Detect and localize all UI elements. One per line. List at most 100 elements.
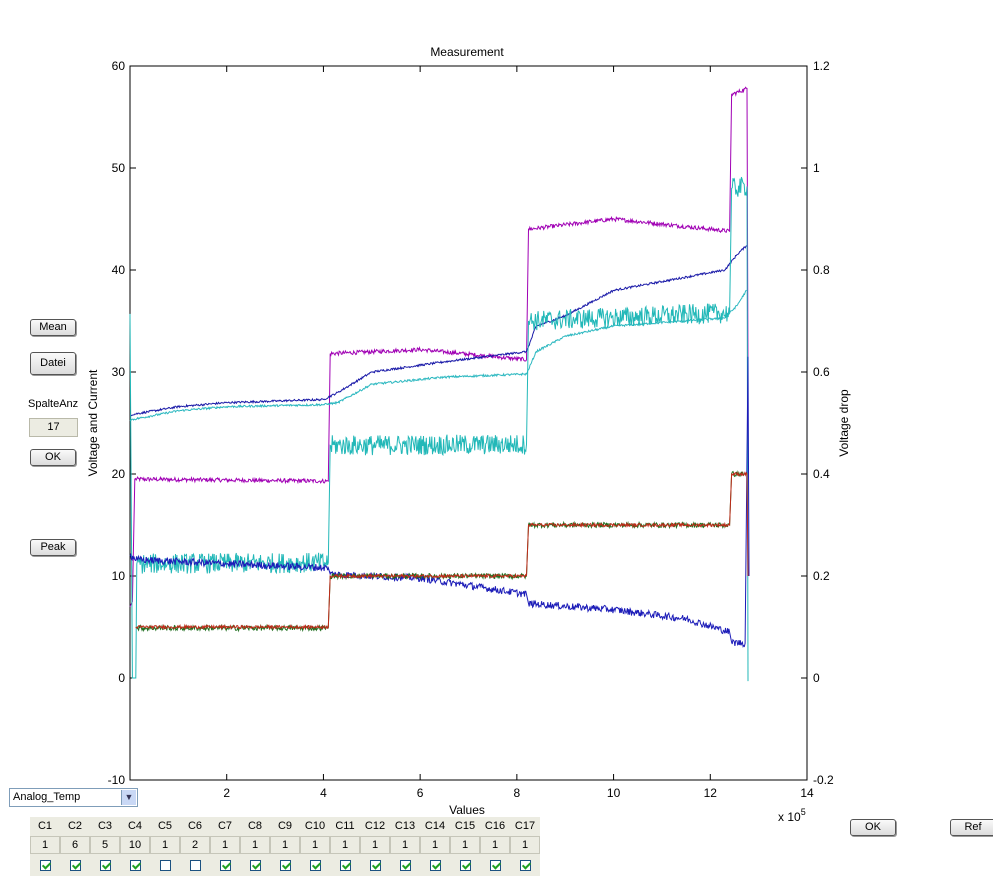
column-header: C14: [424, 820, 446, 832]
column-checkbox-cell: [270, 855, 300, 876]
column-checkbox[interactable]: [279, 860, 291, 871]
column-header: C3: [97, 820, 113, 832]
y-left-tick-label: 0: [118, 671, 125, 685]
column-checkbox-cell: [420, 855, 450, 876]
x-tick-label: 10: [607, 786, 621, 800]
column-checkbox[interactable]: [159, 860, 171, 871]
y-right-tick-label: 0.8: [813, 263, 830, 277]
column-checkbox-cell: [210, 855, 240, 876]
column-header: C11: [335, 820, 355, 832]
y-right-tick-label: 0.6: [813, 365, 830, 379]
column-header: C16: [484, 820, 506, 832]
x-exponent-base: x 10: [778, 810, 801, 824]
column-checkbox[interactable]: [69, 860, 81, 871]
series-line-1: [129, 86, 749, 607]
column-checkbox-cell: [450, 855, 480, 876]
y-left-tick-label: 40: [112, 263, 126, 277]
x-tick-label: 12: [704, 786, 718, 800]
column-value-input[interactable]: 6: [60, 836, 90, 854]
column-checkbox-cell: [300, 855, 330, 876]
column-value-input[interactable]: 1: [30, 836, 60, 854]
ok-button-left[interactable]: OK: [30, 449, 76, 466]
series-line-2: [129, 245, 747, 417]
column-header: C6: [187, 820, 203, 832]
y-left-tick-label: -10: [108, 773, 126, 787]
chevron-down-icon[interactable]: ▼: [121, 790, 136, 805]
column-value-input[interactable]: 1: [420, 836, 450, 854]
column-checkbox-cell: [150, 855, 180, 876]
y-right-tick-label: 0.4: [813, 467, 830, 481]
column-header: C15: [454, 820, 476, 832]
column-value-input[interactable]: 1: [150, 836, 180, 854]
y-axis-right-label: Voltage drop: [837, 389, 851, 457]
x-tick-label: 4: [320, 786, 327, 800]
column-checkbox[interactable]: [339, 860, 351, 871]
ok-button-right[interactable]: OK: [850, 819, 896, 836]
column-header: C13: [394, 820, 416, 832]
x-tick-label: 2: [223, 786, 230, 800]
column-checkbox[interactable]: [39, 860, 51, 871]
column-value-input[interactable]: 1: [360, 836, 390, 854]
datei-button[interactable]: Datei: [30, 352, 76, 375]
y-left-tick-label: 20: [112, 467, 126, 481]
channel-dropdown[interactable]: Analog_Temp ▼: [9, 788, 138, 807]
column-checkbox-cell: [390, 855, 420, 876]
chart-title: Measurement: [430, 45, 504, 59]
column-value-input[interactable]: 2: [180, 836, 210, 854]
column-value-input[interactable]: 10: [120, 836, 150, 854]
column-value-input[interactable]: 1: [300, 836, 330, 854]
column-header: C10: [304, 820, 326, 832]
column-checkbox[interactable]: [459, 860, 471, 871]
column-value-input[interactable]: 1: [270, 836, 300, 854]
series-line-4: [129, 176, 749, 682]
column-checkbox-cell: [90, 855, 120, 876]
spalteanz-label: SpalteAnz: [28, 398, 79, 410]
column-value-input[interactable]: 1: [510, 836, 540, 854]
column-value-input[interactable]: 1: [450, 836, 480, 854]
y-left-tick-label: 30: [112, 365, 126, 379]
column-header: C17: [514, 820, 536, 832]
column-checkbox[interactable]: [519, 860, 531, 871]
x-exponent-power: 5: [801, 807, 806, 817]
column-checkbox[interactable]: [429, 860, 441, 871]
column-checkbox[interactable]: [489, 860, 501, 871]
mean-button[interactable]: Mean: [30, 319, 76, 336]
spalteanz-input[interactable]: 17: [29, 418, 78, 437]
column-header: C8: [247, 820, 263, 832]
column-checkbox-cell: [120, 855, 150, 876]
column-checkbox[interactable]: [369, 860, 381, 871]
column-checkbox[interactable]: [249, 860, 261, 871]
y-right-tick-label: 0: [813, 671, 820, 685]
x-exponent-label: x 105: [778, 807, 806, 824]
column-checkbox[interactable]: [219, 860, 231, 871]
column-header: C12: [364, 820, 386, 832]
column-value-input[interactable]: 1: [390, 836, 420, 854]
ref-button[interactable]: Ref: [950, 819, 993, 836]
column-header: C1: [37, 820, 53, 832]
series-line-7: [135, 471, 749, 631]
column-checkbox[interactable]: [189, 860, 201, 871]
column-checkbox[interactable]: [309, 860, 321, 871]
column-value-input[interactable]: 1: [240, 836, 270, 854]
channel-dropdown-value: Analog_Temp: [13, 791, 81, 803]
peak-button[interactable]: Peak: [30, 539, 76, 556]
column-value-input[interactable]: 5: [90, 836, 120, 854]
column-header: C7: [217, 820, 233, 832]
column-checkbox[interactable]: [99, 860, 111, 871]
column-value-input[interactable]: 1: [480, 836, 510, 854]
column-checkbox-cell: [330, 855, 360, 876]
y-left-tick-label: 50: [112, 161, 126, 175]
y-left-tick-label: 10: [112, 569, 126, 583]
column-header: C9: [277, 820, 293, 832]
column-checkbox-cell: [180, 855, 210, 876]
plot-area: [129, 65, 808, 781]
column-checkbox[interactable]: [399, 860, 411, 871]
y-left-tick-label: 60: [112, 59, 126, 73]
y-right-tick-label: 0.2: [813, 569, 830, 583]
column-value-input[interactable]: 1: [210, 836, 240, 854]
column-checkbox[interactable]: [129, 860, 141, 871]
column-checkbox-cell: [360, 855, 390, 876]
column-checkbox-cell: [510, 855, 540, 876]
column-checkbox-cell: [60, 855, 90, 876]
column-value-input[interactable]: 1: [330, 836, 360, 854]
